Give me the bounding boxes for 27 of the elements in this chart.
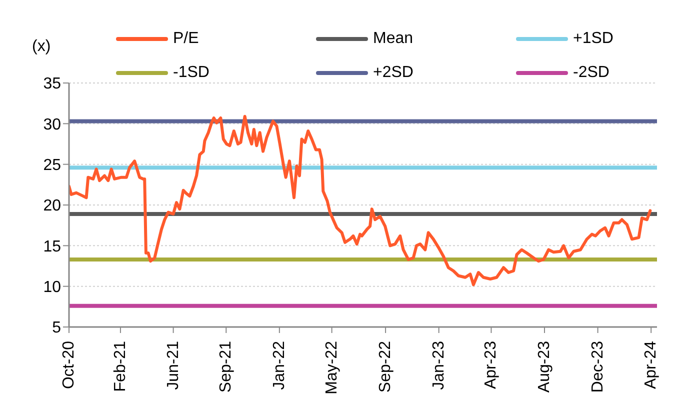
x-tick-label: Jun-21: [164, 340, 182, 390]
y-tick-label: 15: [43, 238, 62, 256]
y-tick-label: 25: [43, 157, 62, 174]
x-tick-label: Jan-23: [430, 340, 448, 390]
y-tick-label: 20: [43, 198, 62, 215]
x-tick-label: May-22: [323, 340, 340, 394]
x-tick-label: Oct-20: [60, 340, 78, 390]
x-tick-label: Feb-21: [112, 340, 129, 392]
legend-label: -2SD: [573, 64, 610, 82]
y-tick-label: 35: [43, 76, 62, 93]
y-axis-title: (x): [32, 38, 51, 56]
x-tick-label: Jan-22: [270, 340, 288, 390]
x-tick-label: Dec-23: [589, 340, 606, 393]
x-tick-label: Apr-23: [482, 340, 500, 390]
y-tick-label: 10: [43, 279, 62, 296]
legend-label: +1SD: [573, 30, 614, 48]
x-tick-label: Sep-22: [377, 340, 394, 393]
legend-label: P/E: [173, 30, 199, 48]
x-tick-label: Apr-24: [642, 340, 660, 390]
y-tick-label: 5: [52, 320, 62, 337]
legend-label: -1SD: [173, 64, 210, 82]
legend-label: +2SD: [373, 64, 414, 82]
x-tick-label: Aug-23: [536, 340, 553, 393]
y-tick-label: 30: [43, 116, 62, 134]
line-series: [69, 114, 652, 286]
x-tick-label: Sep-21: [218, 340, 235, 393]
legend-label: Mean: [373, 30, 414, 48]
